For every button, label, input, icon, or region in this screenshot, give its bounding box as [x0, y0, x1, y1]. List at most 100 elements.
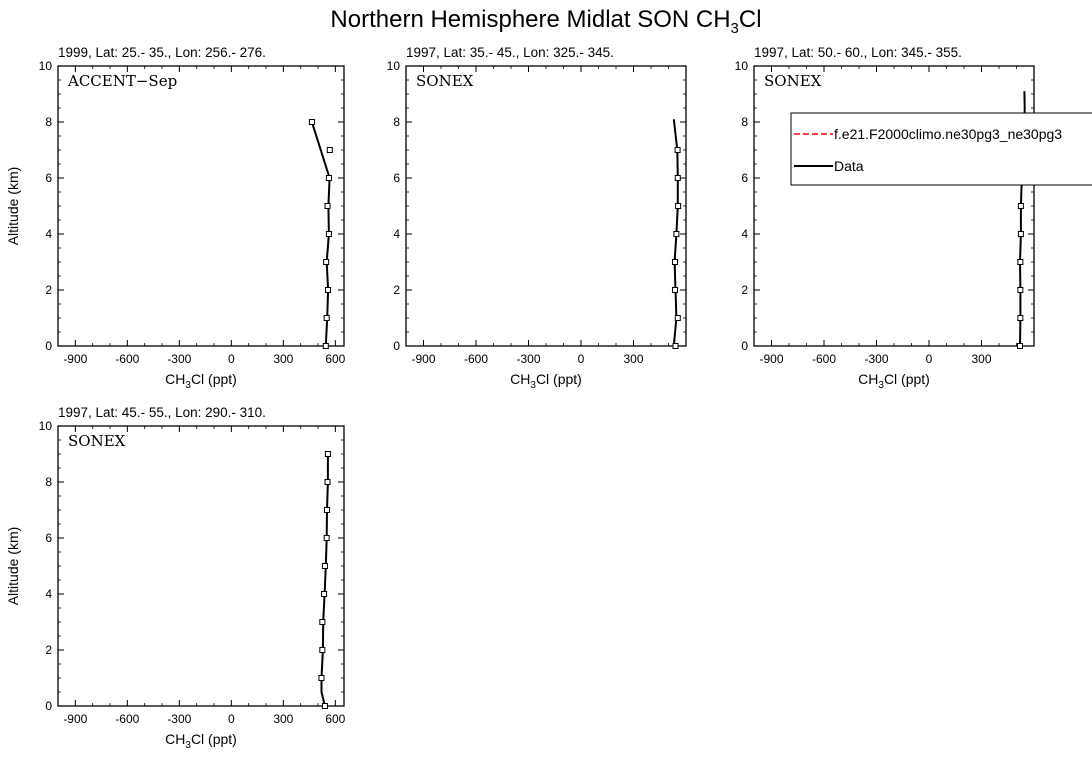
x-tick-label: 600 [325, 712, 345, 726]
data-line [310, 121, 331, 347]
x-axis-label: CH3Cl (ppt) [510, 371, 582, 391]
data-line [320, 454, 329, 707]
data-marker [674, 147, 681, 153]
data-marker [322, 343, 329, 349]
figure-title-main: Northern Hemisphere Midlat SON CH [330, 6, 730, 33]
y-tick-label: 0 [393, 339, 400, 353]
data-marker [1017, 287, 1024, 293]
data-marker [1017, 259, 1024, 265]
campaign-label: SONEX [764, 72, 822, 90]
y-tick-label: 4 [45, 587, 52, 601]
x-tick-label: 300 [273, 712, 293, 726]
data-marker [1017, 203, 1024, 209]
data-marker [675, 203, 682, 209]
plot-frame [405, 65, 687, 347]
y-tick-label: 2 [741, 283, 748, 297]
y-tick-label: 0 [741, 339, 748, 353]
x-axis-label-tail: Cl (ppt) [191, 731, 237, 747]
x-axis-label: CH3Cl (ppt) [858, 371, 930, 391]
plot-frame [57, 425, 345, 707]
y-tick-label: 10 [387, 59, 401, 73]
x-axis-label-main: CH [165, 731, 185, 747]
data-marker [671, 259, 678, 265]
data-marker [321, 563, 328, 569]
campaign-label: SONEX [68, 432, 126, 450]
data-marker [325, 287, 332, 293]
y-tick-label: 8 [741, 115, 748, 129]
data-marker [672, 343, 679, 349]
campaign-label: SONEX [416, 72, 474, 90]
y-tick-label: 10 [39, 59, 53, 73]
data-marker [319, 647, 326, 653]
y-tick-label: 10 [735, 59, 749, 73]
x-tick-label: 600 [325, 352, 345, 366]
figure-title: Northern Hemisphere Midlat SON CH3Cl [330, 6, 761, 37]
data-marker [674, 175, 681, 181]
y-tick-label: 2 [45, 643, 52, 657]
data-marker [308, 119, 315, 125]
y-tick-label: 2 [45, 283, 52, 297]
y-axis-label: Altitude (km) [5, 527, 21, 606]
x-tick-label: 0 [228, 712, 235, 726]
x-tick-label: -300 [167, 712, 191, 726]
figure-title-sub: 3 [731, 20, 739, 37]
data-marker [318, 675, 325, 681]
x-axis-label-sub: 3 [878, 380, 884, 391]
x-tick-label: -900 [411, 352, 435, 366]
x-tick-label: 300 [623, 352, 643, 366]
data-marker [671, 287, 678, 293]
data-marker [319, 619, 326, 625]
chart-panel-4: 1997, Lat: 45.- 55., Lon: 290.- 310. SONE… [5, 405, 346, 751]
plot-frame [753, 65, 1035, 347]
x-tick-label: 300 [273, 352, 293, 366]
y-axis-label: Altitude (km) [5, 167, 21, 246]
data-marker [325, 175, 332, 181]
y-tick-label: 8 [45, 475, 52, 489]
y-tick-label: 4 [45, 227, 52, 241]
x-tick-label: -900 [63, 712, 87, 726]
x-tick-label: 0 [926, 352, 933, 366]
y-tick-label: 6 [393, 171, 400, 185]
x-tick-label: -900 [759, 352, 783, 366]
data-marker [323, 535, 330, 541]
x-tick-label: -600 [115, 352, 139, 366]
figure-title-tail: Cl [739, 6, 762, 33]
y-tick-label: 6 [45, 531, 52, 545]
data-marker [321, 703, 328, 709]
legend-box [790, 112, 1092, 186]
data-marker [325, 231, 332, 237]
x-tick-label: -600 [115, 712, 139, 726]
x-axis-label-main: CH [858, 371, 878, 387]
x-axis-label-sub: 3 [185, 380, 191, 391]
x-axis-label-tail: Cl (ppt) [884, 371, 930, 387]
y-tick-label: 2 [393, 283, 400, 297]
data-marker [321, 591, 328, 597]
legend: f.e21.F2000climo.ne30pg3_ne30pg3 Data [790, 112, 1092, 186]
y-tick-label: 8 [45, 115, 52, 129]
y-tick-label: 6 [45, 171, 52, 185]
legend-label: f.e21.F2000climo.ne30pg3_ne30pg3 [834, 126, 1062, 142]
x-tick-label: -600 [812, 352, 836, 366]
x-axis-label: CH3Cl (ppt) [165, 731, 237, 751]
x-tick-label: 300 [971, 352, 991, 366]
chart-panel-2: 1997, Lat: 35.- 45., Lon: 325.- 345. SONE… [387, 45, 687, 391]
x-tick-label: 0 [228, 352, 235, 366]
x-tick-label: -300 [167, 352, 191, 366]
y-tick-label: 4 [393, 227, 400, 241]
y-tick-label: 0 [45, 339, 52, 353]
data-marker [326, 147, 333, 153]
y-tick-label: 6 [741, 171, 748, 185]
x-axis-label-sub: 3 [185, 740, 191, 751]
data-marker [1017, 315, 1024, 321]
data-marker [1017, 343, 1023, 349]
y-tick-label: 10 [39, 419, 53, 433]
data-marker [324, 479, 331, 485]
data-marker [323, 259, 330, 265]
x-axis-label-main: CH [510, 371, 530, 387]
data-marker [1017, 231, 1024, 237]
plot-frame [57, 65, 345, 347]
panels: 1999, Lat: 25.- 35., Lon: 256.- 276. ACCE… [5, 45, 1092, 751]
data-marker [324, 507, 331, 513]
x-tick-label: -600 [464, 352, 488, 366]
